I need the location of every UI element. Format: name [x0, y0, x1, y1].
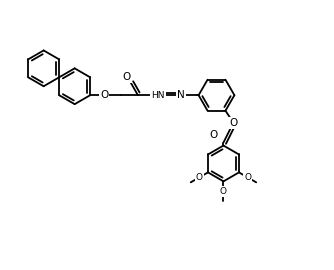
Text: O: O	[244, 173, 251, 182]
Text: O: O	[123, 72, 131, 82]
Text: O: O	[209, 130, 218, 140]
Text: O: O	[220, 187, 227, 196]
Text: O: O	[196, 173, 203, 182]
Text: HN: HN	[151, 91, 165, 100]
Text: O: O	[229, 118, 237, 128]
Text: O: O	[100, 90, 108, 100]
Text: N: N	[177, 90, 185, 100]
